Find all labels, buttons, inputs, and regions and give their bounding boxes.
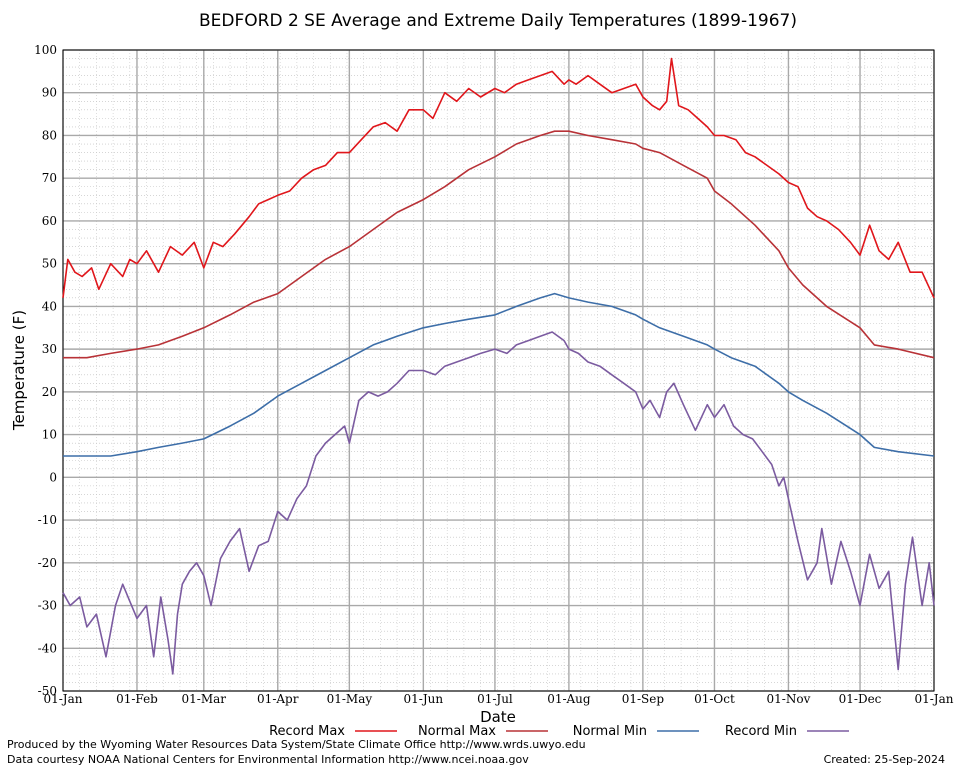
x-tick-label: 01-Nov xyxy=(767,692,811,706)
y-tick-label: 40 xyxy=(42,299,57,313)
chart-title: BEDFORD 2 SE Average and Extreme Daily T… xyxy=(199,11,797,31)
x-tick-label: 01-Aug xyxy=(547,692,591,706)
plot-frame xyxy=(62,49,935,692)
series-line-normal-min xyxy=(63,292,935,457)
x-tick-label: 01-Mar xyxy=(182,692,227,706)
minor-grid xyxy=(62,50,934,691)
x-tick-label: 01-Jul xyxy=(477,692,513,706)
x-tick-label: 01-Oct xyxy=(694,692,735,706)
footer-produced-by: Produced by the Wyoming Water Resources … xyxy=(7,738,586,751)
x-axis-ticks: 01-Jan 01-Feb 01-Mar 01-Apr 01-May 01-Jun 01-J… xyxy=(43,692,953,706)
y-tick-label: -10 xyxy=(38,513,57,527)
legend-label-normal-min: Normal Min xyxy=(573,724,647,739)
series-line-record-max xyxy=(62,57,935,299)
footer-created-date: Created: 25-Sep-2024 xyxy=(824,753,945,766)
legend-label-normal-max: Normal Max xyxy=(418,724,496,739)
y-tick-label: 100 xyxy=(34,43,57,57)
legend: Record Max Normal Max Normal Min Record … xyxy=(269,724,849,739)
y-tick-label: 10 xyxy=(42,428,57,442)
legend-label-record-max: Record Max xyxy=(269,724,345,739)
x-axis-label: Date xyxy=(480,708,516,726)
series-layer xyxy=(62,57,935,675)
y-tick-label: 70 xyxy=(42,171,57,185)
x-tick-label: 01-Jan xyxy=(43,692,82,706)
y-tick-label: -20 xyxy=(38,556,57,570)
legend-label-record-min: Record Min xyxy=(725,724,797,739)
y-tick-label: 20 xyxy=(42,385,57,399)
series-line-record-min xyxy=(62,331,935,675)
y-tick-label: -40 xyxy=(38,641,57,655)
x-tick-label: 01-Jun xyxy=(404,692,444,706)
x-tick-label: 01-Feb xyxy=(116,692,158,706)
y-tick-label: -30 xyxy=(38,599,57,613)
series-line-normal-max xyxy=(63,130,935,359)
footer-data-courtesy: Data courtesy NOAA National Centers for … xyxy=(7,753,529,766)
x-tick-label: 01-Dec xyxy=(839,692,882,706)
x-tick-label: 01-Jan xyxy=(914,692,953,706)
y-axis-label: Temperature (F) xyxy=(10,310,28,431)
y-tick-label: 60 xyxy=(42,214,57,228)
y-tick-label: 50 xyxy=(42,257,57,271)
y-axis-ticks: -50 -40 -30 -20 -10 0 10 20 30 40 50 60 70 80 90 100 xyxy=(34,43,57,698)
x-tick-label: 01-May xyxy=(327,692,373,706)
y-tick-label: -50 xyxy=(38,684,57,698)
y-tick-label: 0 xyxy=(49,470,57,484)
x-tick-label: 01-Apr xyxy=(257,692,299,706)
major-grid xyxy=(62,49,935,692)
y-tick-label: 90 xyxy=(42,86,57,100)
y-tick-label: 80 xyxy=(42,128,57,142)
y-tick-label: 30 xyxy=(42,342,57,356)
x-tick-label: 01-Sep xyxy=(622,692,665,706)
